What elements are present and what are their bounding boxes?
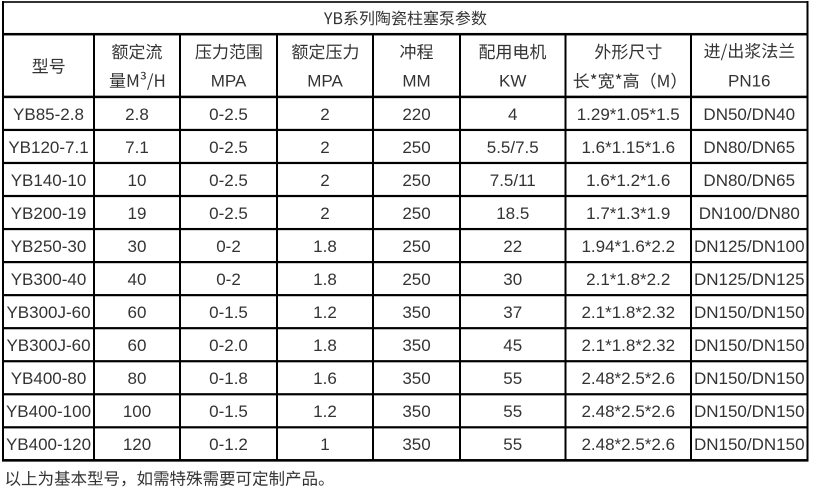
svg-text:37: 37 — [503, 303, 522, 322]
svg-text:2.48*2.5*2.6: 2.48*2.5*2.6 — [581, 402, 675, 421]
svg-text:YB85-2.8: YB85-2.8 — [13, 105, 84, 124]
svg-text:0-2.0: 0-2.0 — [209, 336, 248, 355]
svg-text:45: 45 — [503, 336, 522, 355]
svg-text:0-1.5: 0-1.5 — [209, 402, 248, 421]
svg-text:DN50/DN40: DN50/DN40 — [703, 105, 795, 124]
svg-text:220: 220 — [402, 105, 430, 124]
svg-text:2: 2 — [320, 105, 329, 124]
svg-text:250: 250 — [402, 171, 430, 190]
svg-text:19: 19 — [128, 204, 147, 223]
svg-text:0-2: 0-2 — [216, 270, 241, 289]
svg-text:2.1*1.8*2.32: 2.1*1.8*2.32 — [581, 303, 675, 322]
svg-text:1.2: 1.2 — [313, 402, 337, 421]
svg-text:YB300J-60: YB300J-60 — [6, 303, 90, 322]
svg-text:60: 60 — [128, 336, 147, 355]
svg-text:1.94*1.6*2.2: 1.94*1.6*2.2 — [581, 237, 675, 256]
svg-text:120: 120 — [123, 435, 151, 454]
svg-text:40: 40 — [128, 270, 147, 289]
svg-text:10: 10 — [128, 171, 147, 190]
svg-text:1.2: 1.2 — [313, 303, 337, 322]
svg-text:250: 250 — [402, 204, 430, 223]
svg-text:350: 350 — [402, 435, 430, 454]
svg-text:0-2.5: 0-2.5 — [209, 204, 248, 223]
svg-text:0-1.8: 0-1.8 — [209, 369, 248, 388]
svg-text:7.1: 7.1 — [125, 138, 149, 157]
svg-text:2.1*1.8*2.32: 2.1*1.8*2.32 — [581, 336, 675, 355]
svg-text:55: 55 — [503, 402, 522, 421]
svg-text:250: 250 — [402, 270, 430, 289]
svg-text:250: 250 — [402, 138, 430, 157]
svg-text:4: 4 — [508, 105, 517, 124]
svg-text:1.8: 1.8 — [313, 237, 337, 256]
svg-text:1.29*1.05*1.5: 1.29*1.05*1.5 — [577, 105, 680, 124]
svg-text:7.5/11: 7.5/11 — [490, 171, 536, 190]
svg-text:0-2.5: 0-2.5 — [209, 138, 248, 157]
svg-text:18.5: 18.5 — [496, 204, 529, 223]
svg-text:2: 2 — [320, 204, 329, 223]
svg-text:55: 55 — [503, 369, 522, 388]
svg-text:0-2.5: 0-2.5 — [209, 105, 248, 124]
svg-text:250: 250 — [402, 237, 430, 256]
svg-text:350: 350 — [402, 369, 430, 388]
svg-text:1.6: 1.6 — [313, 369, 337, 388]
svg-text:100: 100 — [123, 402, 151, 421]
svg-text:YB120-7.1: YB120-7.1 — [8, 138, 88, 157]
svg-text:0-1.5: 0-1.5 — [209, 303, 248, 322]
svg-text:YB400-100: YB400-100 — [6, 402, 91, 421]
svg-text:DN80/DN65: DN80/DN65 — [703, 138, 795, 157]
svg-text:YB250-30: YB250-30 — [11, 237, 87, 256]
svg-text:DN150/DN150: DN150/DN150 — [694, 402, 805, 421]
svg-text:0-1.2: 0-1.2 — [209, 435, 248, 454]
svg-text:0-2.5: 0-2.5 — [209, 171, 248, 190]
svg-text:22: 22 — [503, 237, 522, 256]
svg-text:MPA: MPA — [211, 72, 247, 91]
svg-text:YB200-19: YB200-19 — [11, 204, 87, 223]
svg-text:KW: KW — [499, 72, 526, 91]
svg-text:60: 60 — [128, 303, 147, 322]
svg-text:DN150/DN150: DN150/DN150 — [694, 303, 805, 322]
svg-text:1.8: 1.8 — [313, 270, 337, 289]
svg-text:2.1*1.8*2.2: 2.1*1.8*2.2 — [586, 270, 670, 289]
svg-text:5.5/7.5: 5.5/7.5 — [487, 138, 539, 157]
svg-text:YB400-80: YB400-80 — [11, 369, 87, 388]
svg-text:55: 55 — [503, 435, 522, 454]
svg-text:YB300J-60: YB300J-60 — [6, 336, 90, 355]
svg-text:2.48*2.5*2.6: 2.48*2.5*2.6 — [581, 435, 675, 454]
svg-text:DN150/DN150: DN150/DN150 — [694, 336, 805, 355]
svg-text:350: 350 — [402, 402, 430, 421]
svg-text:DN150/DN150: DN150/DN150 — [694, 369, 805, 388]
svg-text:YB140-10: YB140-10 — [11, 171, 87, 190]
svg-text:2.48*2.5*2.6: 2.48*2.5*2.6 — [581, 369, 675, 388]
svg-text:2.8: 2.8 — [125, 105, 149, 124]
svg-text:2: 2 — [320, 171, 329, 190]
svg-text:1.6*1.15*1.6: 1.6*1.15*1.6 — [581, 138, 675, 157]
svg-text:350: 350 — [402, 336, 430, 355]
svg-text:YB400-120: YB400-120 — [6, 435, 91, 454]
svg-text:DN125/DN100: DN125/DN100 — [694, 237, 805, 256]
svg-text:350: 350 — [402, 303, 430, 322]
svg-text:DN150/DN150: DN150/DN150 — [694, 435, 805, 454]
svg-text:1.8: 1.8 — [313, 336, 337, 355]
svg-text:0-2: 0-2 — [216, 237, 241, 256]
svg-text:DN125/DN125: DN125/DN125 — [694, 270, 805, 289]
svg-text:2: 2 — [320, 138, 329, 157]
svg-text:MPA: MPA — [307, 72, 343, 91]
svg-text:80: 80 — [128, 369, 147, 388]
svg-text:1.6*1.2*1.6: 1.6*1.2*1.6 — [586, 171, 670, 190]
svg-text:30: 30 — [128, 237, 147, 256]
svg-text:YB300-40: YB300-40 — [11, 270, 87, 289]
svg-text:1: 1 — [320, 435, 329, 454]
svg-text:PN16: PN16 — [728, 72, 771, 91]
svg-text:1.7*1.3*1.9: 1.7*1.3*1.9 — [586, 204, 670, 223]
svg-text:DN80/DN65: DN80/DN65 — [703, 171, 795, 190]
svg-text:MM: MM — [402, 72, 430, 91]
svg-text:DN100/DN80: DN100/DN80 — [699, 204, 800, 223]
svg-text:30: 30 — [503, 270, 522, 289]
